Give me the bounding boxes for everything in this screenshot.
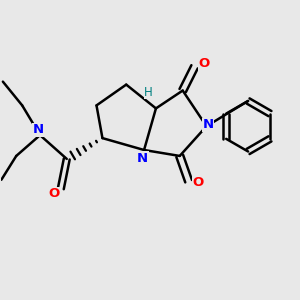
Text: O: O xyxy=(49,188,60,200)
Text: O: O xyxy=(199,57,210,70)
Text: N: N xyxy=(33,123,44,136)
Text: N: N xyxy=(137,152,148,165)
Text: N: N xyxy=(202,118,214,131)
Text: H: H xyxy=(144,85,153,98)
Text: O: O xyxy=(193,176,204,189)
